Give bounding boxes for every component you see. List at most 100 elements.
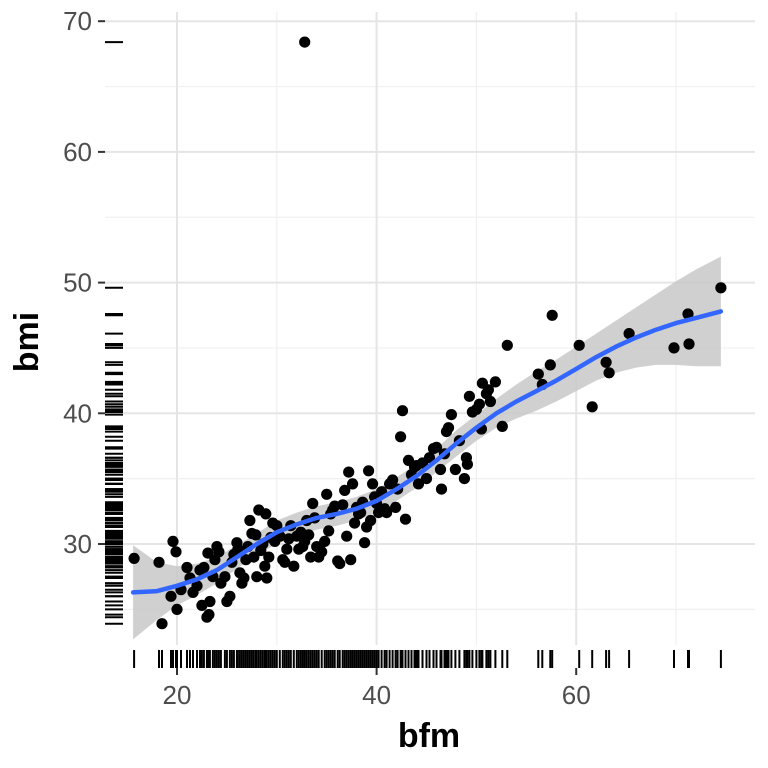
y-tick-label: 50 <box>63 268 92 298</box>
data-point <box>496 420 508 432</box>
data-point <box>279 556 291 568</box>
data-point <box>248 551 260 563</box>
data-point <box>323 525 335 537</box>
data-point <box>544 359 556 371</box>
data-point <box>203 609 215 621</box>
data-point <box>343 466 355 478</box>
data-point <box>363 465 375 477</box>
data-point <box>261 572 273 584</box>
data-point <box>153 556 165 568</box>
data-point <box>410 460 423 472</box>
data-point <box>396 405 409 417</box>
data-point <box>445 409 457 421</box>
smooth-line <box>130 309 724 595</box>
data-point <box>299 36 311 48</box>
y-tick-label: 40 <box>63 398 92 428</box>
data-point <box>347 478 359 490</box>
data-point <box>321 488 333 500</box>
data-point <box>303 529 315 541</box>
data-point <box>412 478 425 490</box>
data-point <box>288 560 300 572</box>
data-point <box>387 474 399 486</box>
data-point <box>238 572 250 584</box>
data-point <box>473 398 485 410</box>
data-point <box>381 506 393 519</box>
data-point <box>260 508 272 520</box>
data-point <box>546 309 558 321</box>
data-point <box>339 484 351 496</box>
data-point <box>359 537 371 549</box>
data-point <box>683 338 695 350</box>
data-point <box>395 431 407 443</box>
data-point <box>244 514 256 527</box>
data-point <box>423 452 436 464</box>
data-point <box>316 546 328 558</box>
data-point <box>224 590 236 602</box>
data-point <box>458 473 470 485</box>
data-point <box>271 520 283 532</box>
data-point <box>307 497 319 510</box>
data-point <box>345 554 357 566</box>
data-point <box>341 530 353 542</box>
data-point <box>165 590 177 602</box>
data-point <box>250 529 262 541</box>
data-point <box>715 282 727 294</box>
data-point <box>420 473 433 485</box>
x-tick-label: 60 <box>562 680 591 710</box>
data-point <box>334 558 346 570</box>
data-point <box>463 390 475 402</box>
data-point <box>484 395 496 408</box>
data-point <box>171 603 183 616</box>
data-point <box>202 547 214 559</box>
data-point <box>191 580 203 592</box>
data-point <box>213 546 225 558</box>
data-point <box>181 561 193 574</box>
y-tick-label: 60 <box>63 137 92 167</box>
data-point <box>460 452 472 464</box>
data-point <box>482 384 494 396</box>
rug-marks <box>105 41 722 668</box>
data-point <box>489 376 501 388</box>
data-point <box>573 339 585 351</box>
data-point <box>263 551 275 563</box>
data-point <box>682 308 694 320</box>
x-tick-label: 40 <box>362 680 391 710</box>
data-point <box>449 463 461 476</box>
axes: 30 40 50 60 70 20 40 60 <box>63 6 591 710</box>
data-point <box>305 551 317 563</box>
data-point <box>156 618 168 630</box>
data-point <box>623 328 635 340</box>
data-points <box>128 36 727 630</box>
data-point <box>430 441 443 453</box>
data-point <box>603 367 615 379</box>
data-point <box>170 546 182 558</box>
data-point <box>435 483 448 495</box>
data-point <box>219 571 231 583</box>
data-point <box>440 426 453 438</box>
y-tick-label: 30 <box>63 529 92 559</box>
data-point <box>281 543 293 555</box>
data-point <box>128 552 140 565</box>
x-tick-label: 20 <box>163 680 192 710</box>
data-point <box>251 571 263 583</box>
data-point <box>600 356 612 368</box>
data-point <box>167 535 179 548</box>
data-point <box>586 401 598 413</box>
x-axis-title: bfm <box>398 717 460 755</box>
y-tick-label: 70 <box>63 6 92 36</box>
smooth-curve <box>130 309 724 595</box>
data-point <box>319 535 331 548</box>
y-axis-title: bmi <box>8 312 46 372</box>
data-point <box>337 499 349 511</box>
data-point <box>532 368 544 380</box>
data-point <box>399 513 412 525</box>
data-point <box>390 501 402 513</box>
data-point <box>365 514 377 527</box>
data-point <box>198 561 210 574</box>
data-point <box>434 463 447 476</box>
confidence-ribbon <box>133 256 721 640</box>
data-point <box>259 560 271 572</box>
data-point <box>349 517 361 529</box>
confidence-band <box>133 256 721 640</box>
